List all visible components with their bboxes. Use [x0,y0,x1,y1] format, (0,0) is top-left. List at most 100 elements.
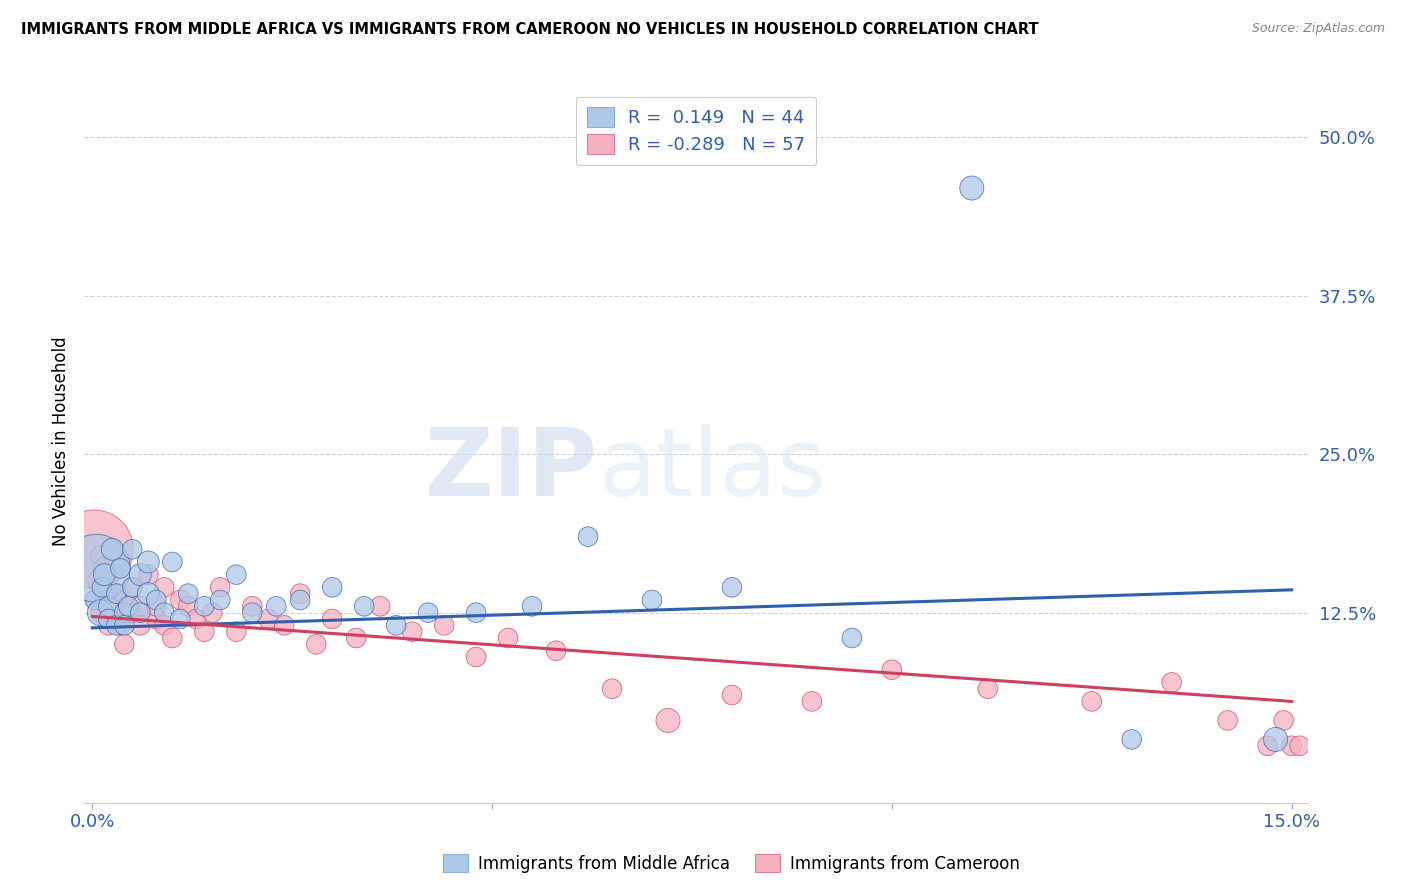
Point [433,618,456,632]
Point [110,561,132,575]
Point [201,606,224,620]
Point [800,694,823,708]
Point [105,612,128,626]
Point [1272,714,1295,728]
Point [1264,732,1286,747]
Point [105,587,128,601]
Point [121,542,143,557]
Point [209,593,232,607]
Text: Source: ZipAtlas.com: Source: ZipAtlas.com [1251,22,1385,36]
Point [145,593,167,607]
Point [136,567,159,582]
Point [1257,739,1279,753]
Point [121,580,143,594]
Point [193,599,215,614]
Point [129,599,152,614]
Point [257,612,280,626]
Point [117,599,139,614]
Legend: Immigrants from Middle Africa, Immigrants from Cameroon: Immigrants from Middle Africa, Immigrant… [436,847,1026,880]
Point [97,612,120,626]
Point [290,587,312,601]
Point [290,593,312,607]
Point [112,618,135,632]
Point [496,631,519,645]
Point [401,624,423,639]
Y-axis label: No Vehicles in Household: No Vehicles in Household [52,336,70,547]
Point [112,637,135,651]
Point [129,618,152,632]
Point [177,587,200,601]
Point [136,587,159,601]
Point [153,618,176,632]
Point [240,606,263,620]
Point [112,606,135,620]
Point [1080,694,1102,708]
Point [1288,739,1310,753]
Point [129,606,152,620]
Point [177,599,200,614]
Point [97,580,120,594]
Point [1121,732,1143,747]
Point [264,599,287,614]
Point [960,181,983,195]
Point [193,624,215,639]
Point [129,567,152,582]
Point [225,624,247,639]
Point [321,580,343,594]
Point [87,574,110,588]
Point [344,631,367,645]
Point [1216,714,1239,728]
Point [305,637,328,651]
Point [977,681,1000,696]
Text: ZIP: ZIP [425,425,598,516]
Point [240,599,263,614]
Point [89,606,111,620]
Point [418,606,440,620]
Point [321,612,343,626]
Point [841,631,863,645]
Point [97,599,120,614]
Point [721,580,744,594]
Point [225,567,247,582]
Point [153,606,176,620]
Point [136,555,159,569]
Point [169,593,191,607]
Point [91,580,114,594]
Point [89,549,111,563]
Point [1160,675,1182,690]
Point [465,650,488,665]
Point [83,542,105,557]
Point [145,599,167,614]
Point [145,612,167,626]
Point [880,663,903,677]
Point [169,612,191,626]
Point [112,593,135,607]
Point [273,618,295,632]
Point [105,618,128,632]
Point [209,580,232,594]
Point [121,606,143,620]
Point [576,530,599,544]
Point [105,587,128,601]
Point [657,714,679,728]
Point [97,618,120,632]
Point [641,593,664,607]
Point [101,542,124,557]
Point [153,580,176,594]
Legend: R =  0.149   N = 44, R = -0.289   N = 57: R = 0.149 N = 44, R = -0.289 N = 57 [576,96,815,165]
Point [600,681,623,696]
Point [353,599,375,614]
Point [121,580,143,594]
Text: atlas: atlas [598,425,827,516]
Point [385,618,408,632]
Point [186,612,208,626]
Point [84,593,107,607]
Point [162,555,184,569]
Point [544,643,567,657]
Point [1281,739,1303,753]
Point [93,561,115,575]
Point [520,599,543,614]
Point [89,606,111,620]
Point [465,606,488,620]
Point [93,567,115,582]
